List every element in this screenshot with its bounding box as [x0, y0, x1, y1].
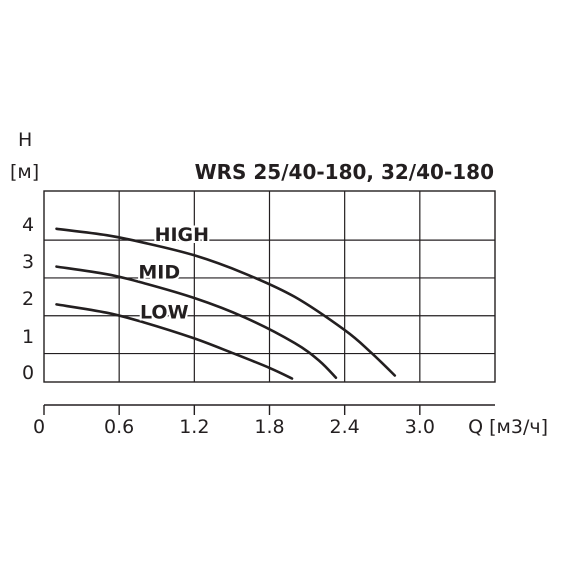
x-tick-label: 1.8: [254, 416, 284, 438]
y-tick-label: 1: [22, 326, 34, 348]
y-tick-label: 2: [22, 288, 34, 310]
curve-label-high: HIGH: [155, 224, 209, 246]
y-tick-label: 4: [22, 214, 34, 236]
x-axis: 0 0.6 1.2 1.8 2.4 3.0: [33, 404, 495, 438]
y-tick-label: 0: [22, 362, 34, 384]
curve-mid: [55, 265, 338, 379]
x-axis-title: Q [м3/ч]: [468, 416, 548, 438]
x-tick-label: 1.2: [179, 416, 209, 438]
chart-title: WRS 25/40-180, 32/40-180: [195, 160, 494, 184]
x-tick-label: 0: [33, 416, 45, 438]
curve-low: [55, 303, 294, 380]
curve-label-low: LOW: [140, 301, 189, 323]
x-tick-label: 3.0: [405, 416, 435, 438]
y-axis-symbol: H: [18, 129, 32, 151]
pump-curves: HIGH MID LOW: [55, 222, 397, 380]
grid: [43, 190, 496, 383]
curve-label-mid: MID: [138, 262, 180, 284]
y-tick-label: 3: [22, 251, 34, 273]
y-axis-unit: [м]: [10, 161, 39, 183]
curve-high: [55, 227, 397, 377]
x-tick-label: 2.4: [330, 416, 360, 438]
x-tick-label: 0.6: [104, 416, 134, 438]
y-axis-ticks: 0 1 2 3 4: [22, 214, 34, 384]
